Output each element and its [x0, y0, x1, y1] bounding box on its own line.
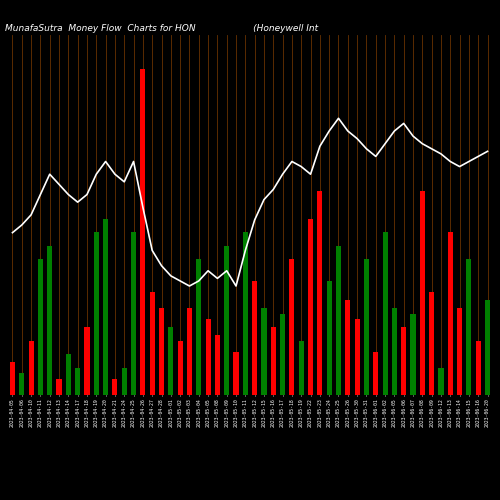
- Bar: [401, 327, 406, 395]
- Bar: [346, 300, 350, 395]
- Bar: [10, 362, 15, 395]
- Bar: [392, 308, 397, 395]
- Bar: [373, 352, 378, 395]
- Bar: [28, 340, 34, 395]
- Bar: [56, 378, 62, 395]
- Bar: [466, 260, 471, 395]
- Bar: [429, 292, 434, 395]
- Bar: [38, 260, 43, 395]
- Bar: [112, 378, 117, 395]
- Bar: [19, 374, 24, 395]
- Bar: [438, 368, 444, 395]
- Bar: [94, 232, 99, 395]
- Bar: [75, 368, 80, 395]
- Bar: [410, 314, 416, 395]
- Bar: [122, 368, 127, 395]
- Bar: [262, 308, 266, 395]
- Bar: [215, 336, 220, 395]
- Text: MunafaSutra  Money Flow  Charts for HON                    (Honeywell Int: MunafaSutra Money Flow Charts for HON (H…: [5, 24, 318, 33]
- Bar: [234, 352, 238, 395]
- Bar: [206, 319, 210, 395]
- Bar: [252, 281, 257, 395]
- Bar: [420, 192, 425, 395]
- Bar: [298, 340, 304, 395]
- Bar: [354, 319, 360, 395]
- Bar: [131, 232, 136, 395]
- Bar: [150, 292, 154, 395]
- Bar: [187, 308, 192, 395]
- Bar: [178, 340, 182, 395]
- Bar: [66, 354, 71, 395]
- Bar: [448, 232, 453, 395]
- Bar: [224, 246, 230, 395]
- Bar: [318, 192, 322, 395]
- Bar: [485, 300, 490, 395]
- Bar: [280, 314, 285, 395]
- Bar: [326, 281, 332, 395]
- Bar: [476, 340, 481, 395]
- Bar: [103, 218, 108, 395]
- Bar: [336, 246, 341, 395]
- Bar: [84, 327, 89, 395]
- Bar: [168, 327, 173, 395]
- Bar: [243, 232, 248, 395]
- Bar: [308, 218, 313, 395]
- Bar: [47, 246, 52, 395]
- Bar: [140, 69, 145, 395]
- Bar: [382, 232, 388, 395]
- Bar: [290, 260, 294, 395]
- Bar: [159, 308, 164, 395]
- Bar: [364, 260, 369, 395]
- Bar: [196, 260, 202, 395]
- Bar: [457, 308, 462, 395]
- Bar: [270, 327, 276, 395]
